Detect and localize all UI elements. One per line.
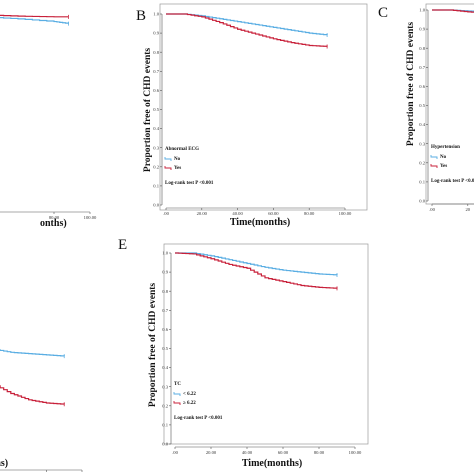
x-axis-label: ths) — [0, 458, 8, 469]
y-tick-label: 1.0 — [162, 251, 168, 256]
y-tick-label: 0.7 — [419, 65, 425, 70]
x-tick-label: .00 — [163, 211, 169, 216]
plot-frame — [159, 3, 368, 211]
y-tick-label: 0.3 — [419, 141, 425, 146]
km-panel-1: 80.00 100.00 onths) — [0, 14, 97, 229]
y-tick-label: 0.1 — [419, 180, 425, 185]
plot-frame — [163, 243, 369, 445]
x-tick-label: 20 — [466, 207, 471, 212]
x-tick-label: 40.00 — [242, 450, 253, 455]
y-tick-label: 0.0 — [419, 199, 425, 204]
y-tick-label: 0.6 — [153, 88, 159, 93]
legend-title: TC — [174, 382, 181, 387]
y-tick-label: 0.0 — [162, 442, 168, 447]
y-tick-label: 1.0 — [153, 12, 159, 17]
x-tick-label: .00 — [429, 207, 435, 212]
x-tick-label: 40.00 — [232, 211, 243, 216]
panel-letter: B — [136, 8, 146, 24]
y-tick-label: 1.0 — [419, 8, 425, 13]
y-tick-label: 0.5 — [153, 107, 159, 112]
x-tick-label: 80.00 — [314, 450, 325, 455]
legend-swatch — [173, 401, 181, 405]
y-tick-label: 0.5 — [162, 346, 168, 351]
y-tick-label: 0.3 — [153, 145, 159, 150]
legend-title: Abnormal ECG — [165, 147, 199, 152]
legend-item-label: Yes — [174, 166, 181, 171]
y-axis-label: Proportion free of CHD events — [143, 48, 153, 172]
y-tick-label: 0.4 — [153, 126, 159, 131]
logrank-annotation: Log-rank test P <0.001 — [165, 181, 214, 186]
y-tick-label: 0.2 — [153, 164, 159, 169]
legend-swatch — [164, 166, 172, 170]
panel-letter: E — [118, 237, 127, 253]
survival-curve-no — [166, 13, 328, 36]
x-tick-label: 20.00 — [206, 450, 217, 455]
x-tick-label: 80.00 — [304, 211, 315, 216]
y-tick-label: 0.2 — [419, 160, 425, 165]
legend-item-label: ≥ 6.22 — [183, 400, 196, 406]
y-axis-label: Proportion free of CHD events — [148, 283, 158, 407]
y-tick-label: 0.9 — [419, 27, 425, 32]
km-panel-5: E Proportion free of CHD events 1.0 0.9 0.8 0… — [118, 237, 369, 469]
y-tick-label: 0.4 — [162, 365, 168, 370]
y-tick-label: 0.2 — [162, 403, 168, 408]
legend-title: Hypertension — [431, 145, 460, 150]
y-tick-label: 0.1 — [153, 184, 159, 189]
y-tick-label: 0.8 — [153, 50, 159, 55]
x-tick-label: 100.00 — [339, 211, 352, 216]
y-tick-label: 0.3 — [162, 384, 168, 389]
y-tick-label: 0.5 — [419, 103, 425, 108]
y-tick-label: 0.4 — [419, 122, 425, 127]
x-axis-label: Time(months) — [242, 458, 302, 469]
y-tick-label: 0.6 — [162, 327, 168, 332]
y-tick-label: 0.1 — [162, 423, 168, 428]
x-tick-label: 20.00 — [197, 211, 208, 216]
survival-curve-no — [0, 349, 65, 357]
y-tick-label: 0.8 — [419, 46, 425, 51]
x-tick-label: 60.00 — [268, 211, 279, 216]
plot-frame — [425, 3, 474, 205]
y-tick-label: 0.6 — [419, 84, 425, 89]
x-tick-label: 100.00 — [84, 215, 97, 220]
y-tick-label: 0.7 — [162, 308, 168, 313]
legend-swatch — [430, 155, 438, 159]
x-axis-label: Time(months) — [230, 217, 290, 228]
survival-curve-yes — [175, 252, 338, 289]
logrank-annotation: Log-rank test P <0.001 — [174, 416, 223, 421]
y-axis-label: Proportion free of CHD events — [406, 22, 416, 146]
legend-item-label: No — [440, 155, 447, 160]
survival-curve-yes — [0, 14, 69, 18]
km-panel-3: C Proportion free of CHD events 1.0 0.9 0.8 0… — [378, 3, 474, 212]
legend-item-label: No — [174, 157, 181, 162]
survival-curve-no — [0, 17, 69, 24]
logrank-annotation: Log-rank test P <0.0 — [431, 179, 474, 184]
y-tick-label: 0.9 — [153, 31, 159, 36]
y-tick-label: 0.7 — [153, 69, 159, 74]
legend-swatch — [430, 164, 438, 168]
survival-curve-yes — [432, 9, 474, 13]
km-panel-2: B Proportion free of CHD events 1.0 0.9 0.8 0… — [136, 3, 368, 228]
x-tick-label: 80.00 — [49, 215, 60, 220]
x-tick-label: .00 — [172, 450, 178, 455]
x-axis-label: onths) — [40, 218, 67, 229]
legend-item-label: < 6.22 — [183, 392, 196, 397]
legend-swatch — [173, 392, 181, 396]
legend-swatch — [164, 157, 172, 161]
survival-curve-yes — [166, 13, 328, 47]
legend-item-label: Yes — [440, 164, 447, 169]
x-tick-label: 100.00 — [349, 450, 362, 455]
survival-curve-yes — [0, 385, 65, 405]
y-tick-label: 0.0 — [153, 203, 159, 208]
figure-panels: 80.00 100.00 onths) B Proportion free of CHD… — [0, 3, 474, 474]
x-tick-label: 60.00 — [278, 450, 289, 455]
y-tick-label: 0.9 — [162, 270, 168, 275]
y-tick-label: 0.8 — [162, 289, 168, 294]
panel-letter: C — [378, 5, 388, 21]
survival-curve-no — [175, 252, 338, 276]
